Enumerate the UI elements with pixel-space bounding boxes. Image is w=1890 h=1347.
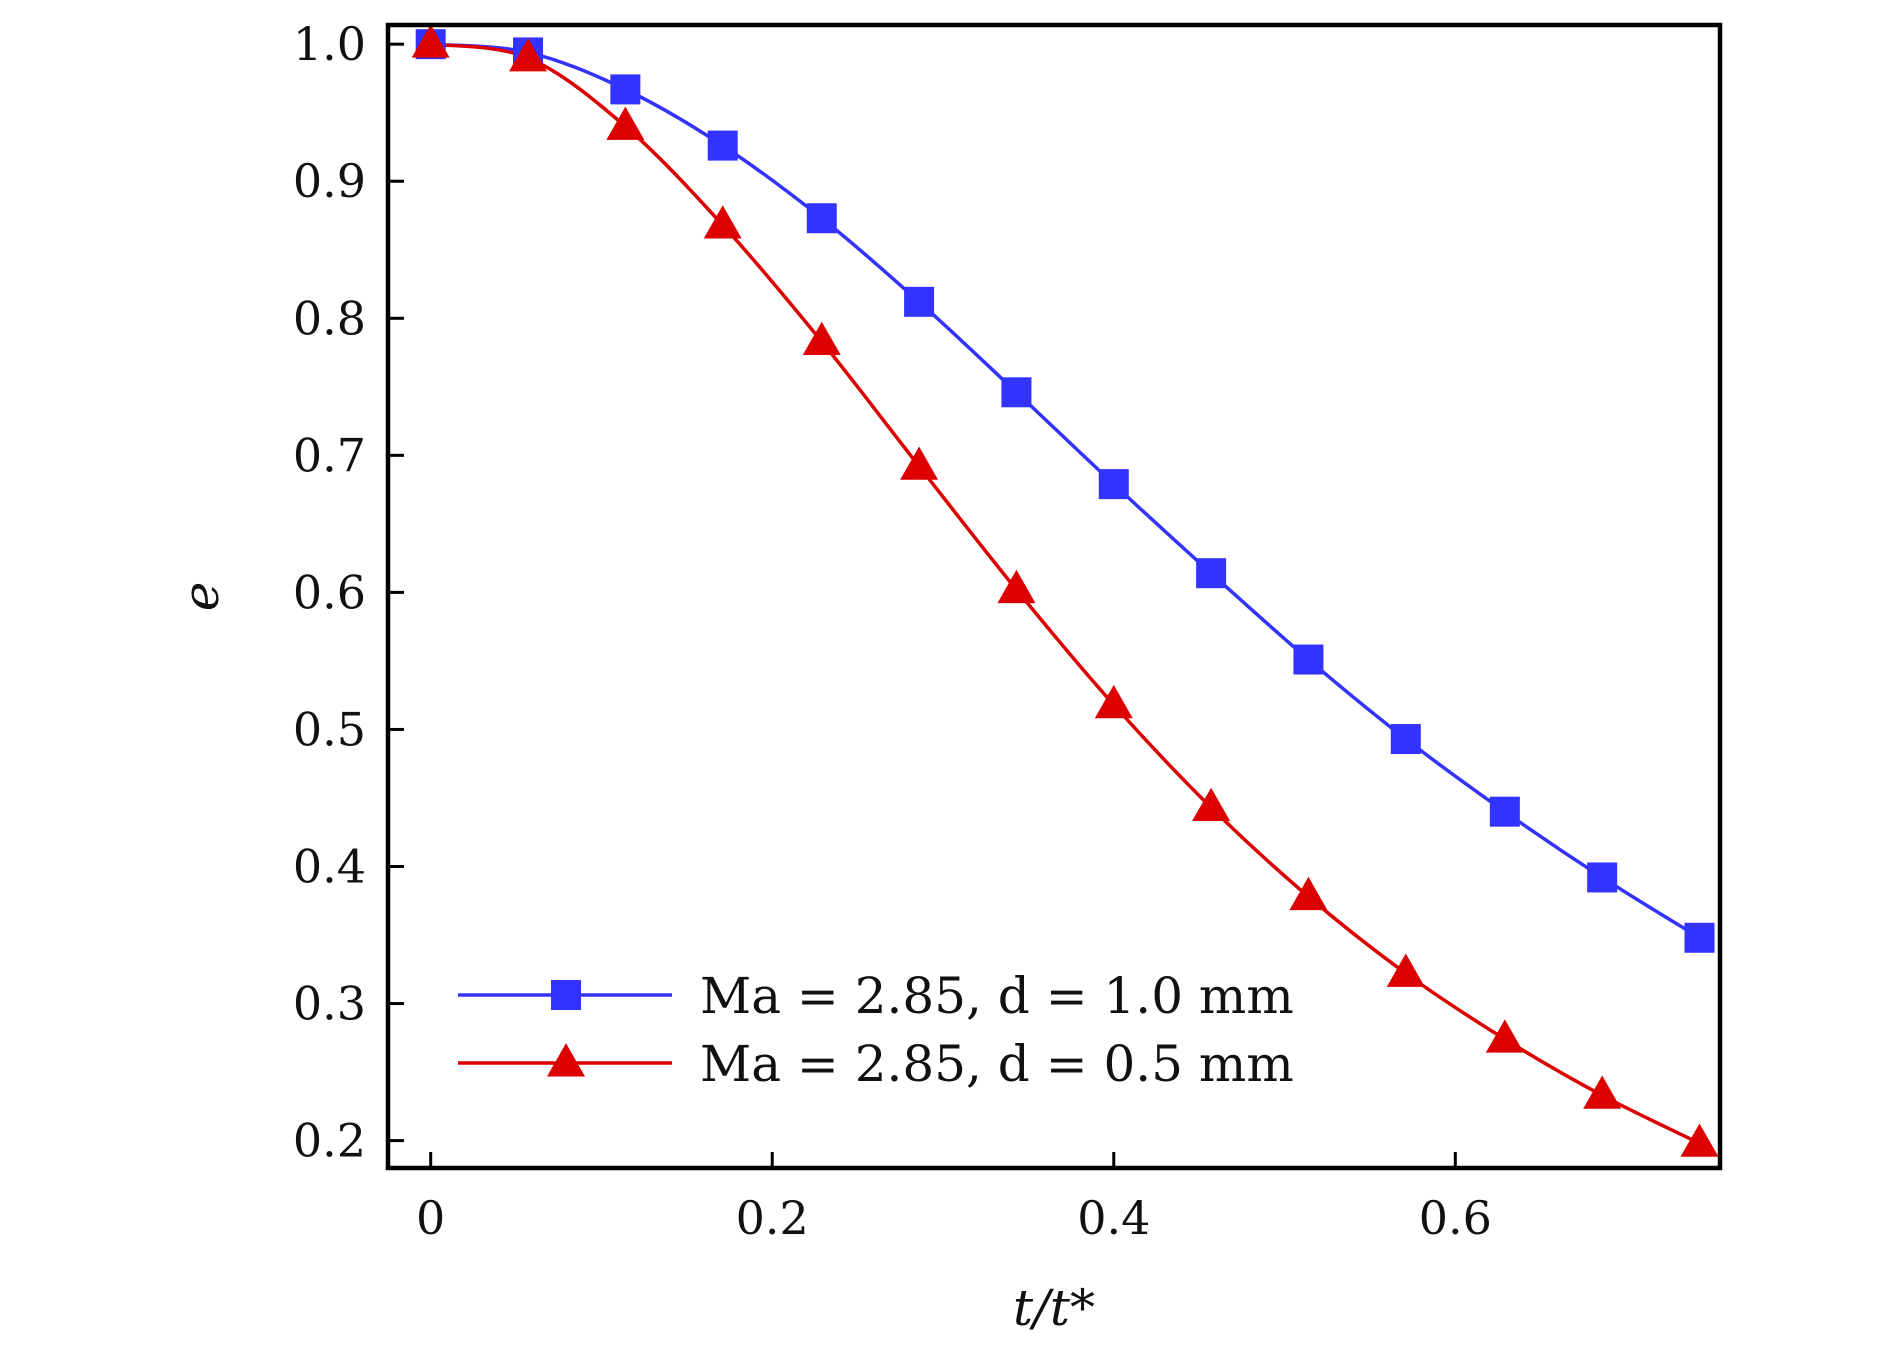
data-point-triangle <box>1094 684 1133 719</box>
x-tick-label: 0 <box>416 1191 445 1245</box>
x-tick-label: 0.2 <box>736 1191 809 1245</box>
legend: Ma = 2.85, d = 1.0 mm Ma = 2.85, d = 0.5 … <box>458 967 1294 1093</box>
data-point-triangle <box>1289 876 1328 911</box>
data-point-square <box>806 203 837 234</box>
data-point-triangle <box>509 38 548 72</box>
legend-label: Ma = 2.85, d = 0.5 mm <box>700 1035 1294 1093</box>
data-point-triangle <box>1192 787 1231 821</box>
data-point-triangle <box>1485 1019 1524 1053</box>
data-point-triangle <box>1680 1123 1719 1157</box>
series-lines <box>430 42 1701 1145</box>
data-point-triangle <box>606 106 645 140</box>
y-tick-label: 1.0 <box>293 17 366 71</box>
data-point-triangle <box>997 569 1036 604</box>
x-tick-label: 0.6 <box>1419 1191 1492 1245</box>
data-point-triangle <box>703 205 742 239</box>
y-tick-label: 0.5 <box>293 702 366 756</box>
data-point-square <box>1489 796 1520 827</box>
data-point-square <box>1293 644 1324 675</box>
data-point-square <box>707 130 738 161</box>
data-point-square <box>1587 862 1618 893</box>
data-point-triangle <box>1583 1075 1622 1109</box>
y-axis-ticks: 0.2 0.3 0.4 0.5 0.6 0.7 0.8 0.9 1.0 <box>293 17 404 1168</box>
data-point-triangle <box>1386 953 1425 987</box>
plot-frame <box>385 22 1723 1171</box>
y-tick-label: 0.9 <box>293 154 366 208</box>
series-line-1 <box>430 42 1701 940</box>
x-axis-label: t/t* <box>1013 1279 1095 1337</box>
y-tick-label: 0.8 <box>293 291 366 345</box>
y-tick-label: 0.3 <box>293 977 366 1031</box>
data-point-square <box>1196 558 1227 589</box>
y-tick-label: 0.6 <box>293 565 366 619</box>
y-axis-label: e <box>172 582 230 612</box>
data-point-square <box>1684 922 1715 953</box>
data-point-square <box>1098 469 1129 500</box>
x-tick-label: 0.4 <box>1077 1191 1150 1245</box>
data-point-square <box>1001 377 1032 408</box>
data-point-square <box>610 74 641 105</box>
data-point-square <box>904 286 935 317</box>
y-tick-label: 0.4 <box>293 839 366 893</box>
y-tick-label: 0.7 <box>293 428 366 482</box>
legend-marker-triangle <box>547 1043 585 1077</box>
series-markers <box>411 24 1719 1157</box>
x-axis-ticks: 0 0.2 0.4 0.6 <box>416 1152 1492 1245</box>
data-point-triangle <box>411 24 450 58</box>
data-point-square <box>1390 724 1421 755</box>
legend-marker-square <box>551 980 581 1010</box>
series-line-2 <box>430 42 1701 1145</box>
legend-label: Ma = 2.85, d = 1.0 mm <box>700 967 1294 1025</box>
data-point-triangle <box>900 446 939 480</box>
data-point-triangle <box>802 321 841 356</box>
y-tick-label: 0.2 <box>293 1114 366 1168</box>
